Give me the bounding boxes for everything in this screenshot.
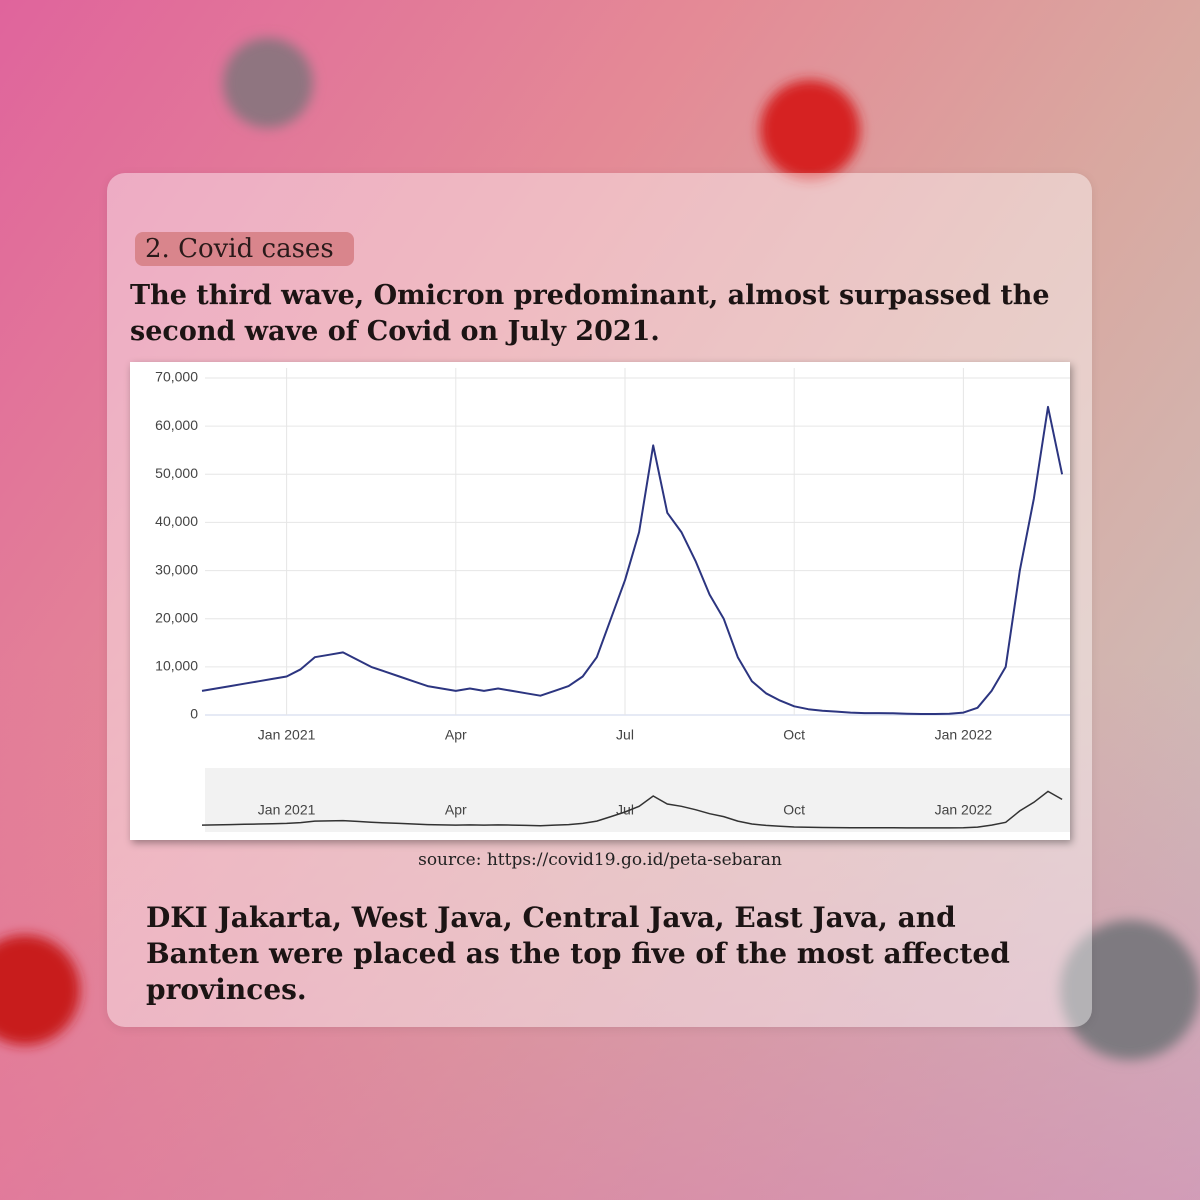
y-tick-label: 30,000	[155, 561, 198, 577]
y-tick-label: 60,000	[155, 417, 198, 433]
data-line	[201, 405, 1064, 715]
heading: 2. Covid cases	[135, 232, 354, 266]
y-tick-label: 70,000	[155, 369, 198, 385]
y-tick-label: 0	[190, 706, 198, 722]
navigator-tick-label: Jan 2022	[935, 802, 993, 818]
y-tick-label: 20,000	[155, 609, 198, 625]
navigator-tick-label: Oct	[783, 802, 805, 818]
x-tick-label: Apr	[445, 727, 467, 743]
footer-text: DKI Jakarta, West Java, Central Java, Ea…	[146, 901, 1010, 1006]
navigator-tick-label: Apr	[445, 802, 467, 818]
x-tick-label: Jan 2021	[258, 727, 316, 743]
navigator-tick-label: Jan 2021	[258, 802, 316, 818]
y-tick-label: 40,000	[155, 513, 198, 529]
intro-text: The third wave, Omicron predominant, alm…	[130, 280, 1050, 347]
source-text: source: https://covid19.go.id/peta-sebar…	[418, 850, 782, 870]
x-tick-label: Jan 2022	[935, 727, 993, 743]
virus-blur	[0, 38, 1200, 1060]
y-tick-label: 50,000	[155, 465, 198, 481]
x-tick-label: Oct	[783, 727, 805, 743]
navigator-line	[201, 790, 1063, 829]
navigator-panel	[205, 768, 1070, 832]
y-tick-label: 10,000	[155, 658, 198, 674]
x-tick-label: Jul	[616, 727, 634, 743]
